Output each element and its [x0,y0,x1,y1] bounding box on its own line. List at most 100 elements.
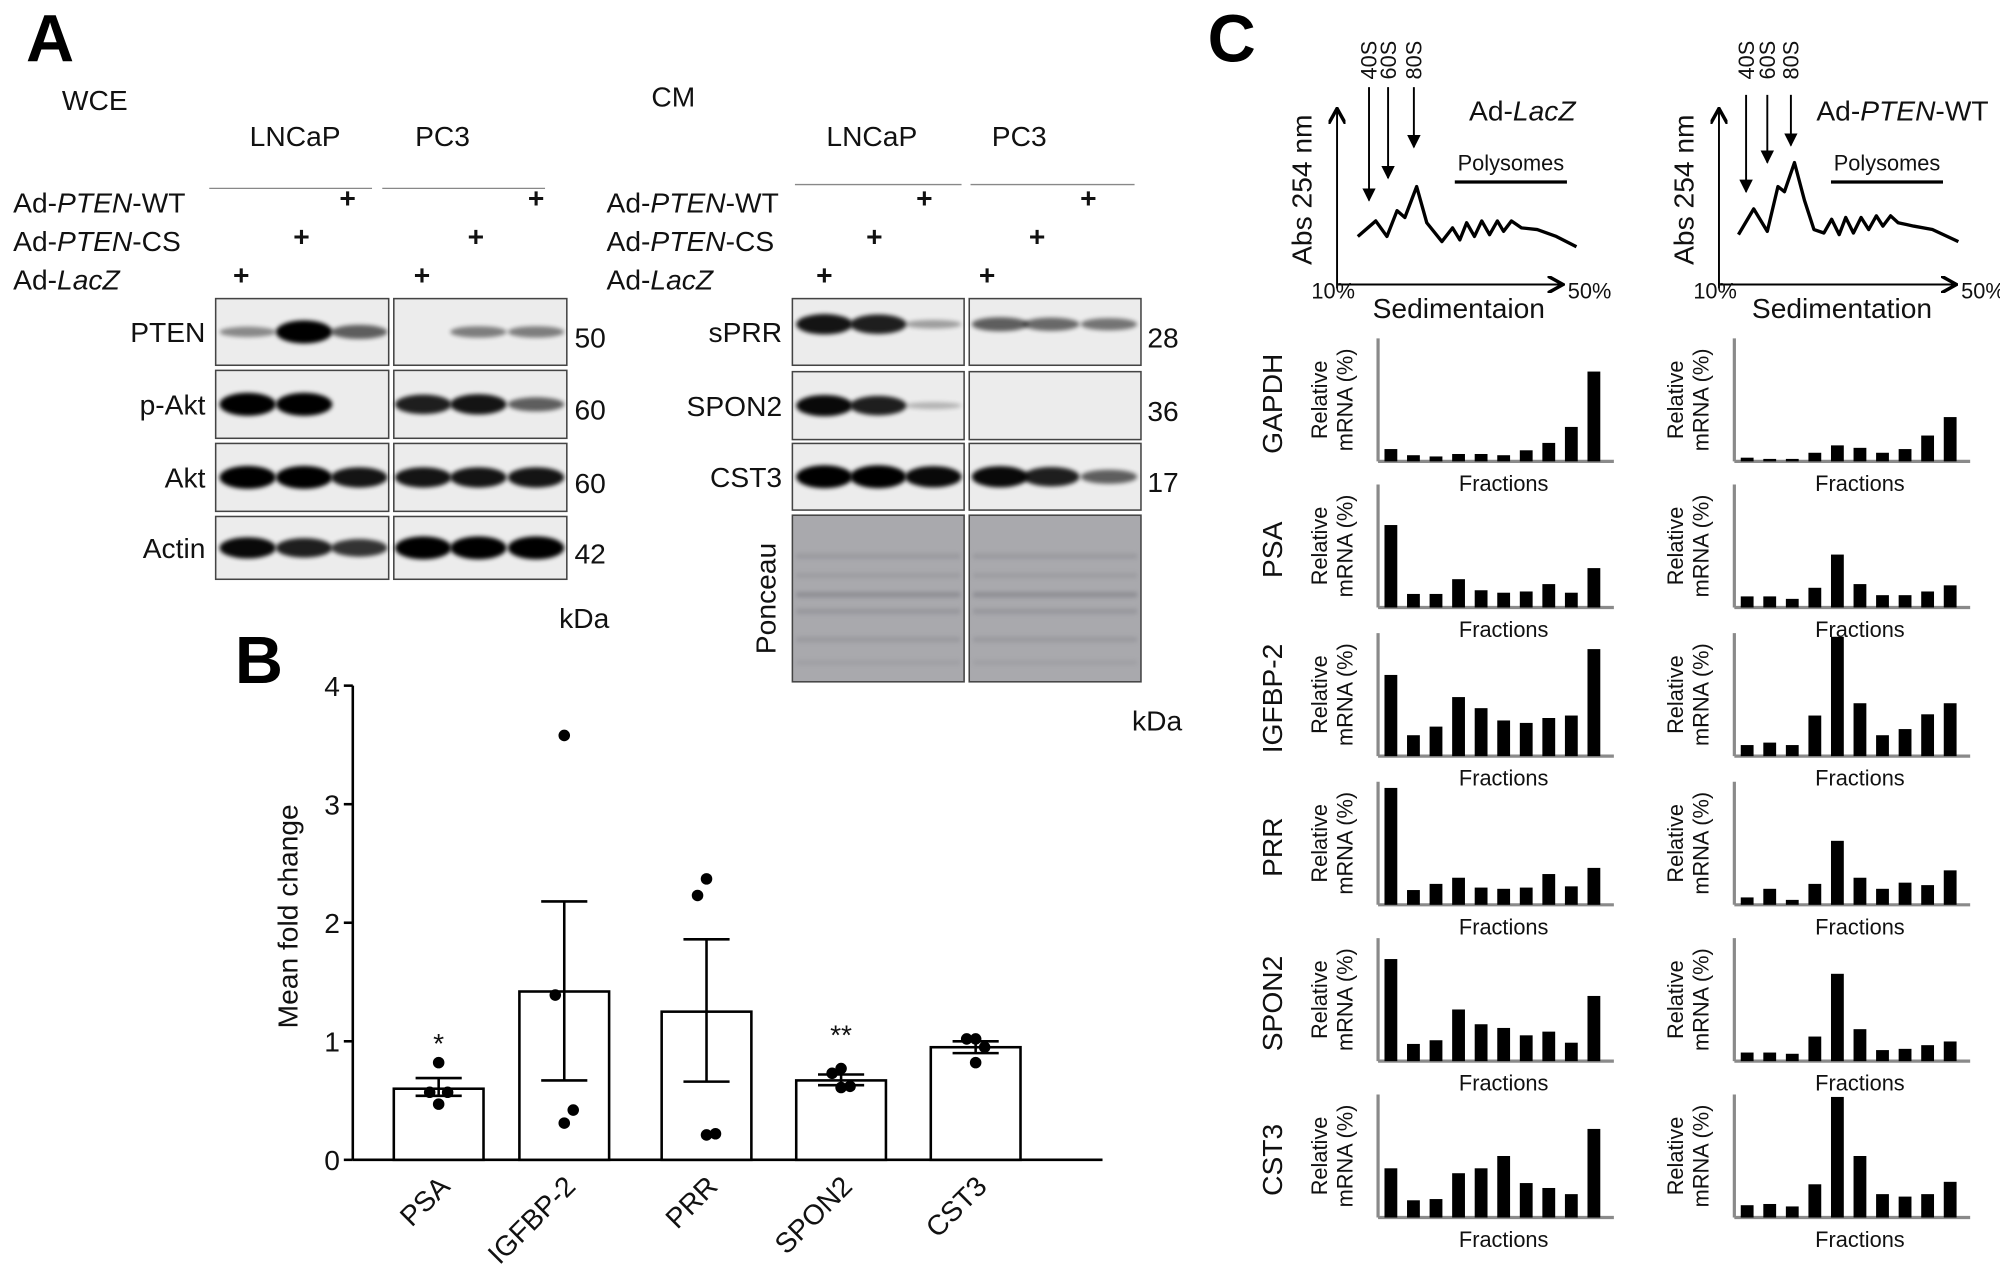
ponceau-stain [791,514,1142,683]
blot-label: sPRR [709,316,783,348]
fraction-bar [1876,735,1889,757]
y-axis-title-line2: mRNA (%) [1332,495,1357,598]
peak-label: 40S [1734,41,1759,80]
blot-band [971,466,1029,488]
fraction-chart-spon2-pten-wt: Fractions Relative mRNA (%) [1663,938,1971,1096]
ponceau-band [973,636,1138,643]
plus-sign: + [1029,220,1045,252]
data-point [700,873,713,885]
fraction-chart-gapdh-pten-wt: Fractions Relative mRNA (%) [1663,338,1971,496]
x-axis-title: Fractions [1459,1227,1549,1252]
fraction-bar [1452,579,1465,608]
cm-blot-cst3 [791,442,1142,511]
fraction-chart-gapdh-lacz: Fractions Relative mRNA (%) [1307,338,1614,496]
plus-sign: + [233,259,249,291]
ponceau-band [796,572,961,578]
wce-treatment-label: Ad-PTEN-CS [13,225,181,257]
fraction-bar [1853,703,1867,757]
x-start-label: 10% [1311,279,1355,304]
treatment-gene: PTEN [57,187,133,219]
fraction-bar [1564,1042,1578,1062]
y-tick-label: 0 [324,1144,340,1176]
wce-cell-line-lncap: LNCaP [250,120,341,152]
x-axis-title: Sedimentaion [1373,292,1545,324]
ponceau-label: Ponceau [750,543,782,654]
y-axis-title-line2: mRNA (%) [1332,1105,1357,1208]
blot-band [331,467,388,488]
fraction-bar [1921,714,1935,757]
wce-treatment-label: Ad-PTEN-WT [13,187,185,219]
fraction-bar [1785,1206,1799,1218]
fraction-bar [1898,449,1912,462]
fraction-bar [1876,595,1889,608]
fraction-bar [1542,442,1556,462]
fraction-bar [1921,435,1935,462]
gene-label: SPON2 [1256,956,1288,1052]
polysomes-label: Polysomes [1834,150,1941,175]
fraction-bar [1740,596,1754,608]
fraction-bar [1429,1199,1443,1218]
fraction-bar [1497,888,1511,905]
data-point [432,1056,445,1069]
x-axis-title: Fractions [1815,471,1905,496]
plus-sign: + [468,220,484,252]
polysomes-label: Polysomes [1458,150,1565,175]
fraction-bar [1429,883,1443,905]
condition-suffix: -WT [1935,94,1988,126]
data-point [567,1104,579,1116]
significance-marker: * [433,1027,444,1059]
fraction-bar [1519,887,1533,905]
cm-blot-sprr [791,297,1142,367]
blot-band [219,465,276,489]
peak-label: 80S [1402,41,1427,80]
x-axis-title: Fractions [1815,1227,1905,1252]
fraction-bar [1943,1041,1957,1062]
data-point [826,1067,838,1080]
y-axis-title-line2: mRNA (%) [1689,643,1714,746]
fraction-bar [1452,877,1465,905]
y-axis-title-line1: Relative [1307,804,1332,883]
ponceau-band [796,608,961,614]
peak-label: 60S [1376,41,1401,80]
fraction-bar [1407,593,1420,608]
condition-prefix: Ad- [1816,94,1860,126]
fraction-bar [1921,885,1935,905]
fraction-bar [1564,592,1578,608]
fraction-bar [1740,745,1754,757]
fraction-bar [1519,591,1533,608]
blot-band [796,394,853,417]
fraction-chart-psa-lacz: Fractions Relative mRNA (%) [1307,484,1614,642]
fraction-bar [1830,554,1844,608]
fraction-bar [1429,1040,1443,1062]
data-point [835,1081,847,1094]
fraction-bar [1407,735,1420,757]
fraction-bar [1564,426,1578,462]
y-axis-title-line1: Relative [1307,655,1332,734]
x-axis-title: Fractions [1815,617,1905,642]
fraction-bar [1452,1173,1465,1218]
fraction-bar [1474,1168,1488,1218]
fraction-bar [1785,458,1799,462]
blot-band [1080,469,1138,484]
treatment-suffix: -WT [726,187,779,219]
cm-treatment-label: Ad-PTEN-CS [607,225,775,257]
fraction-bar [1474,1024,1488,1062]
fraction-bar [1587,1128,1601,1218]
fraction-bar [1497,1027,1511,1062]
fraction-bar [1497,592,1511,608]
blot-band [1023,317,1080,331]
blot-band [275,392,333,416]
cm-treatment-label: Ad-PTEN-WT [607,187,779,219]
fraction-bar [1740,1052,1754,1062]
treatment-suffix: -CS [726,225,775,257]
plus-sign: + [916,182,932,214]
fraction-bar [1898,1048,1912,1062]
molecular-weight: 60 [575,394,606,426]
blot-label: Actin [143,532,206,564]
blot-band [796,314,853,335]
fraction-bar [1830,636,1844,757]
treatment-prefix: Ad- [607,264,651,296]
fraction-bar [1830,1096,1844,1218]
blot-band [796,465,853,489]
fraction-bar [1587,568,1601,608]
